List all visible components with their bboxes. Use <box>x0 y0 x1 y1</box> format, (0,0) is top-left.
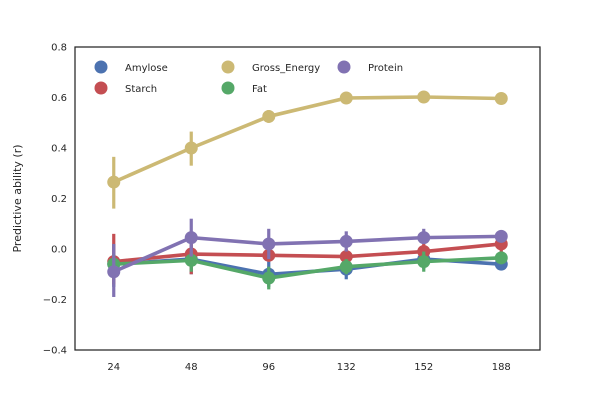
legend-item-amylose: Amylose <box>94 60 168 74</box>
data-point <box>107 265 121 279</box>
plot-frame <box>74 46 541 351</box>
y-tick-label: −0.4 <box>43 346 67 357</box>
series-protein <box>107 218 508 297</box>
legend-item-gross-energy: Gross_Energy <box>221 60 320 74</box>
y-tick-label: 0.2 <box>51 194 67 205</box>
legend-item-protein: Protein <box>337 60 403 74</box>
legend-label: Starch <box>125 84 157 95</box>
data-point <box>184 253 198 267</box>
axis-ticks: 24 48 96 132 152 188 −0.4 −0.2 0.0 0.2 0.4 0.6 0.8 <box>43 43 511 374</box>
x-tick-label: 48 <box>185 362 198 373</box>
series-line <box>113 95 502 184</box>
y-tick-label: 0.4 <box>51 144 67 155</box>
x-tick-label: 132 <box>337 362 356 373</box>
x-tick-label: 152 <box>414 362 433 373</box>
data-point <box>417 255 431 269</box>
legend-marker <box>221 81 235 95</box>
series-gross-energy <box>107 90 508 209</box>
data-point <box>339 234 353 248</box>
data-point <box>262 271 276 285</box>
data-point <box>339 91 353 105</box>
y-axis-label: Predictive ability (r) <box>11 144 24 252</box>
legend-marker <box>94 81 108 95</box>
y-tick-label: −0.2 <box>43 295 67 306</box>
data-point <box>184 231 198 245</box>
data-point <box>494 92 508 106</box>
y-tick-label: 0.6 <box>51 93 67 104</box>
legend-label: Fat <box>252 84 267 95</box>
chart-marks <box>107 90 508 297</box>
x-tick-label: 96 <box>262 362 275 373</box>
legend-label: Protein <box>368 63 403 74</box>
data-point <box>339 250 353 264</box>
data-point <box>494 251 508 265</box>
data-point <box>262 237 276 251</box>
data-point <box>262 109 276 123</box>
y-tick-label: 0.0 <box>51 245 67 256</box>
data-point <box>184 141 198 155</box>
data-point <box>107 175 121 189</box>
legend-marker <box>221 60 235 74</box>
x-tick-label: 24 <box>107 362 120 373</box>
legend-item-fat: Fat <box>221 81 267 95</box>
series-line <box>113 234 502 274</box>
legend-label: Gross_Energy <box>252 63 320 74</box>
series-line <box>113 242 502 264</box>
x-tick-label: 188 <box>492 362 511 373</box>
legend: Amylose Starch Gross_Energy Fat Protein <box>94 60 403 95</box>
y-tick-label: 0.8 <box>51 43 67 54</box>
legend-marker <box>94 60 108 74</box>
data-point <box>494 229 508 243</box>
data-point <box>417 231 431 245</box>
data-point <box>417 90 431 104</box>
legend-label: Amylose <box>125 63 168 74</box>
series-line <box>113 256 502 280</box>
legend-item-starch: Starch <box>94 81 157 95</box>
legend-marker <box>337 60 351 74</box>
data-point <box>339 260 353 274</box>
